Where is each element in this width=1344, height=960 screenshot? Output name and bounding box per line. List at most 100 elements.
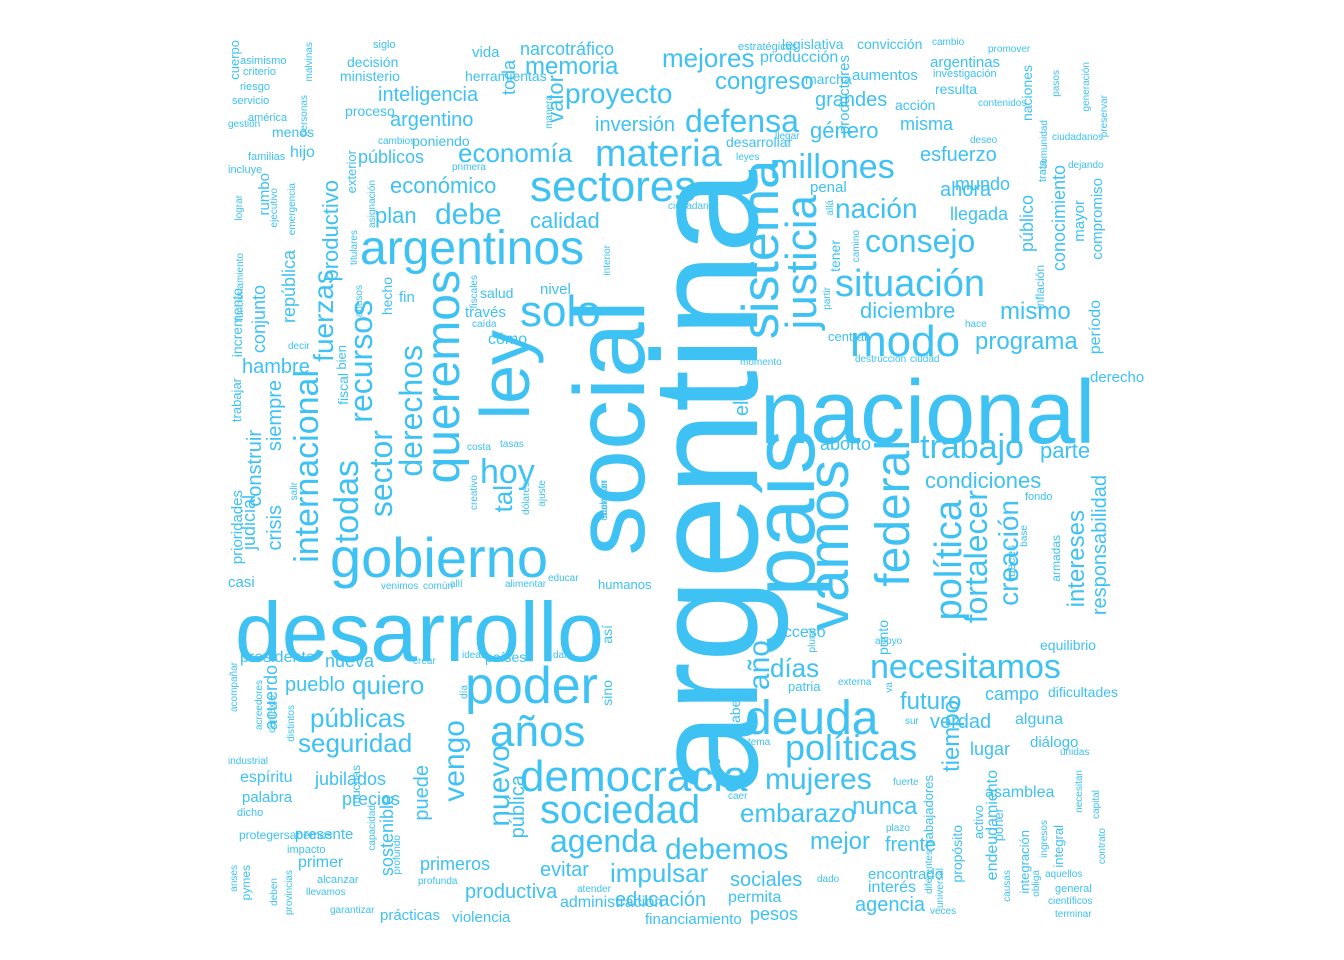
word-cambios: cambios [378,136,416,147]
word-nueva: nueva [325,651,375,671]
word-desarrollo: desarrollo [235,585,604,679]
word-alguna: alguna [1015,711,1064,728]
word-educar: educar [548,573,579,584]
word-sociales: sociales [730,869,803,891]
word-ciudadanía: ciudadanía [668,201,717,212]
word-veces: veces [930,906,957,917]
word-políticas: políticas [785,727,918,768]
word-productiva: productiva [465,881,558,903]
word-base: base [1019,525,1030,547]
word-caer: caer [728,791,748,802]
word-camino: camino [851,230,862,263]
word-económico: económico [390,173,497,198]
word-nación: nación [835,193,918,224]
word-trabajo: trabajo [920,428,1024,466]
word-hecho: hecho [379,277,395,316]
word-lograr: lograr [234,195,245,221]
word-fiscal: fiscal [335,373,351,405]
word-atender: atender [577,884,611,895]
word-tema: tema [748,737,771,748]
word-contexto: contexto [267,695,278,733]
word-administración: administración [560,894,664,911]
word-partir: partir [822,287,833,310]
word-muchas: muchas [349,765,363,808]
word-equilibrio: equilibrio [1040,637,1097,653]
word-dólares: dólares [521,482,532,515]
word-emergencia: emergencia [287,183,298,236]
word-calidad: calidad [530,208,600,233]
word-llevamos: llevamos [306,887,346,898]
word-derecho: derecho [1090,369,1145,386]
word-vamos: vamos [796,460,861,631]
word-memoria: memoria [525,53,619,80]
word-república: república [279,250,299,324]
word-prácticas: prácticas [380,907,441,924]
word-conjunto: conjunto [249,285,269,354]
word-preservar: preservar [1099,95,1110,138]
word-promover: promover [988,44,1031,55]
word-contenidos: contenidos [978,98,1027,109]
word-productivo: productivo [318,180,343,282]
word-día: día [459,685,470,699]
word-plan: plan [375,203,417,228]
word-mejores: mejores [662,43,755,73]
word-capital: capital [1091,790,1102,819]
word-público: público [1017,195,1037,253]
word-espíritu: espíritu [240,769,293,786]
word-vengo: vengo [438,720,471,802]
word-diferentes: diferentes [924,850,935,894]
word-terminar: terminar [1055,909,1092,920]
word-puede: puede [411,765,433,821]
word-plural: plural [807,628,818,653]
word-legislativa: legislativa [782,36,844,52]
word-acreedores: acreedores [254,680,265,731]
word-fin: fin [399,289,415,306]
word-decisión: decisión [347,54,399,70]
word-siempre: siempre [264,380,286,452]
word-ideas: ideas [462,650,486,661]
word-salud: salud [480,285,514,301]
word-justicia: justicia [777,195,826,330]
word-industrial: industrial [228,756,269,767]
word-educación: educación [615,889,707,911]
word-evitar: evitar [540,859,589,881]
word-impacto: impacto [287,844,326,856]
word-inversión: inversión [595,114,676,136]
word-investigación: investigación [933,68,997,80]
word-penal: penal [810,179,847,196]
word-defensa: defensa [685,103,799,139]
word-contrato: contrato [1097,828,1108,865]
word-futuro: futuro [900,688,962,715]
word-financiamiento: financiamiento [645,911,742,928]
word-nacional: nacional [760,363,1096,463]
word-lugar: lugar [970,739,1011,759]
word-mundo: mundo [955,174,1011,194]
word-fuerte: fuerte [893,777,919,788]
word-tener: tener [827,240,843,272]
word-diciembre: diciembre [860,298,956,323]
word-asamblea: asamblea [985,784,1055,801]
word-ciudadanos: ciudadanos [1052,132,1104,143]
word-interés: interés [868,879,917,896]
word-social: social [554,300,666,556]
word-común: común [423,581,454,592]
word-alimentar: alimentar [505,579,547,590]
word-leyes: leyes [736,152,760,163]
word-garantizar: garantizar [330,905,375,916]
word-pesos: pesos [750,904,799,924]
word-materia: materia [595,133,722,175]
word-patria: patria [788,679,821,694]
word-desarrollar: desarrollar [726,134,793,150]
word-internacional: internacional [288,370,326,563]
word-científicos: científicos [1048,896,1093,907]
word-obliga: obliga [1031,870,1042,897]
word-américa: américa [248,112,288,124]
word-pueblo: pueblo [285,674,346,696]
word-gobierno: gobierno [330,526,548,589]
word-asimismo: asimismo [240,55,287,67]
word-titulares: titulares [349,230,360,266]
word-creativo: creativo [469,475,480,511]
word-acceso: acceso [775,624,826,641]
word-verdad: verdad [930,711,992,733]
word-sino: sino [599,680,615,706]
